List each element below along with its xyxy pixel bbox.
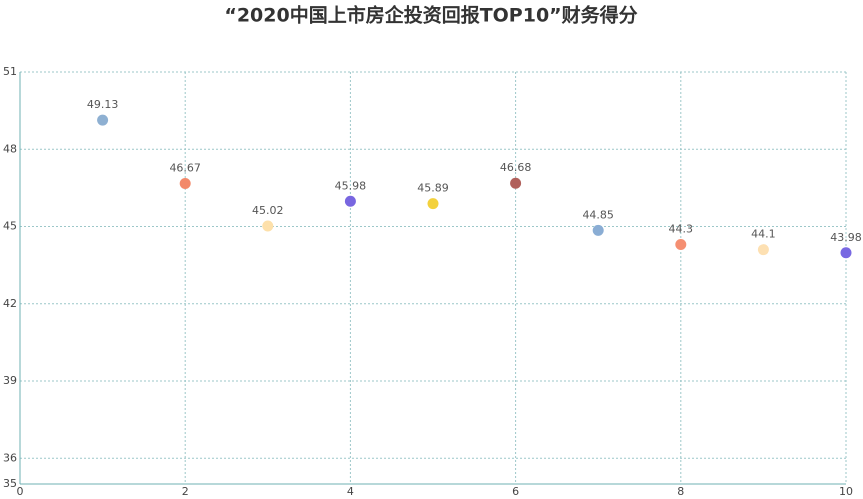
- y-tick-label: 45: [3, 220, 17, 233]
- point: [592, 224, 604, 236]
- data-label: 44.1: [751, 228, 776, 241]
- x-tick-label: 4: [347, 485, 354, 498]
- y-tick-label: 39: [3, 374, 17, 387]
- data-label: 43.98: [830, 231, 862, 244]
- x-tick-label: 2: [182, 485, 189, 498]
- y-tick-label: 42: [3, 297, 17, 310]
- point: [97, 114, 109, 126]
- data-label: 46.67: [169, 161, 201, 174]
- data-label: 46.68: [500, 161, 532, 174]
- y-tick-label: 35: [3, 477, 17, 490]
- point: [262, 220, 274, 232]
- point: [344, 195, 356, 207]
- y-tick-label: 48: [3, 142, 17, 155]
- point: [510, 177, 522, 189]
- data-label: 44.85: [582, 208, 614, 221]
- point: [427, 198, 439, 210]
- x-tick-label: 6: [512, 485, 519, 498]
- point: [840, 247, 852, 259]
- x-tick-label: 10: [839, 485, 853, 498]
- y-tick-label: 36: [3, 451, 17, 464]
- point: [675, 239, 687, 251]
- point: [179, 177, 191, 189]
- data-label: 45.98: [335, 179, 367, 192]
- x-tick-label: 0: [17, 485, 24, 498]
- data-label: 44.3: [669, 223, 694, 236]
- data-label: 45.89: [417, 182, 449, 195]
- chart-title: “2020中国上市房企投资回报TOP10”财务得分: [224, 4, 637, 27]
- y-tick-label: 51: [3, 65, 17, 78]
- point: [757, 244, 769, 256]
- data-label: 49.13: [87, 98, 119, 111]
- data-label: 45.02: [252, 204, 284, 217]
- x-tick-label: 8: [677, 485, 684, 498]
